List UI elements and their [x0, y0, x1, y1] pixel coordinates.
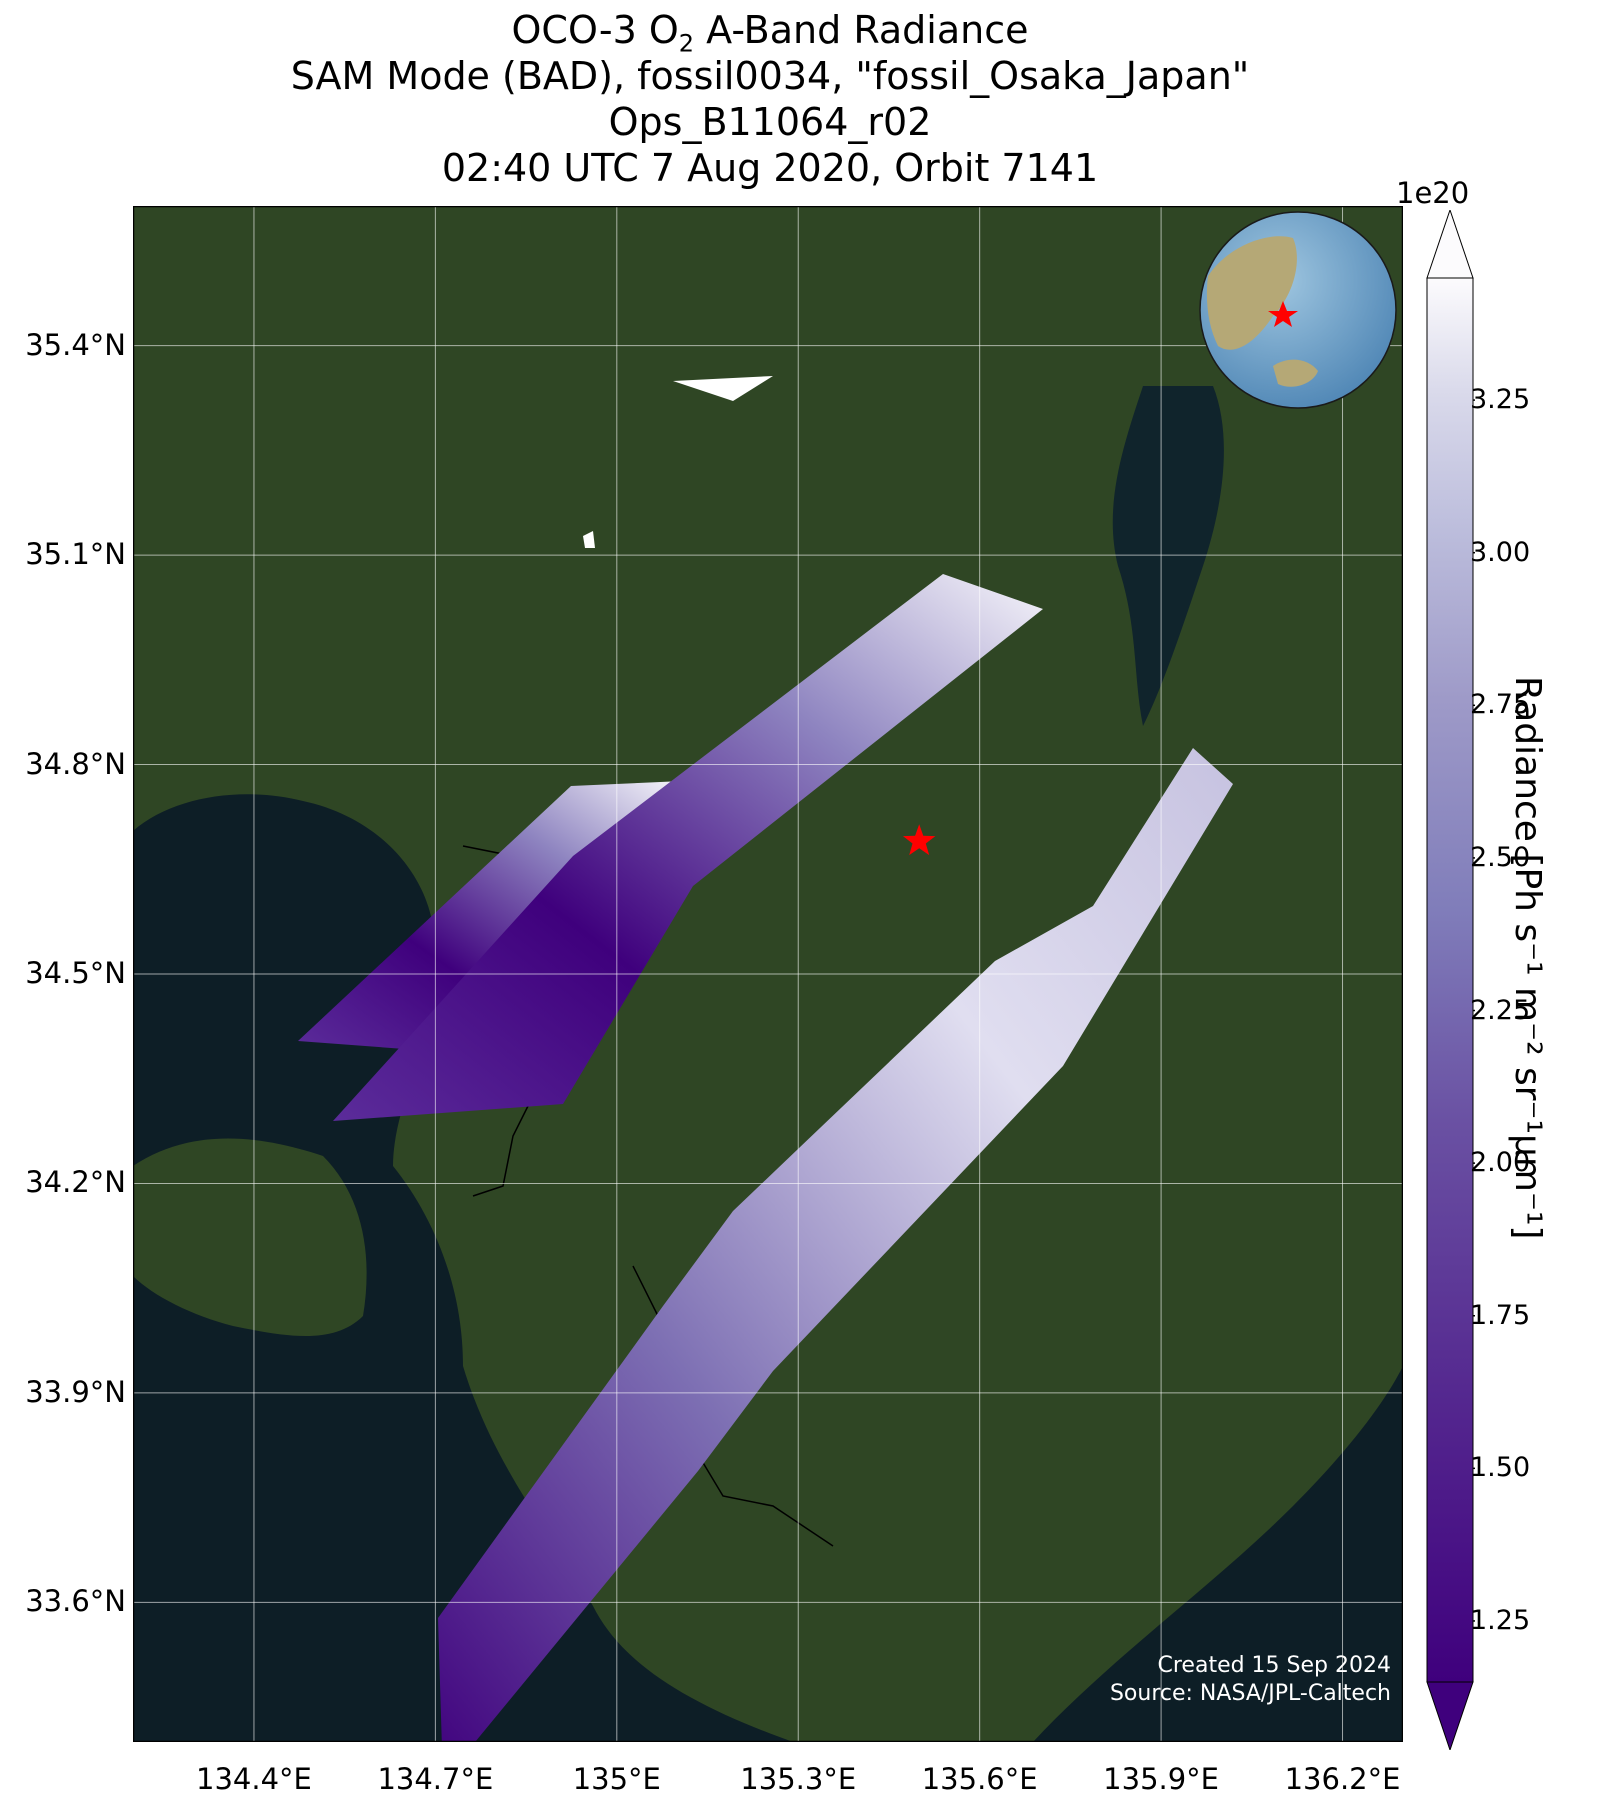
lon-tick-label: 135.9°E: [1103, 1762, 1220, 1796]
swath-strip-3: [438, 748, 1233, 1742]
map-gridlines: [133, 206, 1403, 1742]
title-line-4: 02:40 UTC 7 Aug 2020, Orbit 7141: [441, 146, 1099, 190]
lon-tick-label: 134.7°E: [377, 1762, 494, 1796]
colorbar-tick-label: 2.00: [1470, 1147, 1531, 1179]
colorbar-label: Radiance [Ph s⁻¹ m⁻² sr⁻¹μm⁻¹]: [1507, 676, 1548, 1240]
colorbar-tick-label: 1.25: [1470, 1604, 1531, 1636]
globe-inset: [1199, 211, 1397, 409]
swath-fragment-small: [583, 531, 595, 548]
lon-tick-label: 134.4°E: [196, 1762, 312, 1796]
lake-biwa-water: [1112, 386, 1224, 726]
shikoku-land: [133, 1138, 367, 1336]
target-star-icon: [903, 824, 936, 856]
colorbar-tick-label: 2.25: [1470, 994, 1531, 1026]
ocean-southeast-water: [1033, 1366, 1403, 1742]
colorbar-tick-label: 3.00: [1470, 536, 1531, 568]
created-date: Created 15 Sep 2024: [1157, 1653, 1392, 1678]
lat-tick-label: 35.1°N: [25, 537, 126, 572]
lat-tick-label: 34.5°N: [25, 956, 126, 990]
lon-tick-label: 135°E: [572, 1762, 661, 1796]
colorbar-tick-label: 2.75: [1470, 689, 1531, 721]
lat-tick-label: 33.6°N: [25, 1584, 126, 1619]
lon-tick-label: 135.6°E: [921, 1762, 1038, 1796]
title-line-3: Ops_B11064_r02: [608, 100, 932, 144]
target-marker-layer: [903, 824, 936, 856]
map-border: [133, 206, 1403, 1742]
globe-target-star-icon: [1268, 301, 1298, 327]
globe-asia-landmass: [1206, 236, 1297, 350]
colorbar-gradient: [1426, 277, 1474, 1683]
colorbar-exponent: 1e20: [1396, 176, 1470, 210]
title-line-2: SAM Mode (BAD), fossil0034, "fossil_Osak…: [290, 54, 1250, 98]
lat-tick-label: 33.9°N: [25, 1374, 126, 1409]
source-credit: Source: NASA/JPL-Caltech: [1109, 1681, 1391, 1706]
lon-tick-label: 135.3°E: [740, 1762, 857, 1796]
swath-strip-2: [333, 574, 1043, 1121]
lat-tick-label: 34.8°N: [25, 746, 126, 781]
colorbar-tick-label: 1.75: [1470, 1299, 1531, 1331]
colorbar-extend-max: [1426, 210, 1474, 279]
osaka-bay-water: [133, 794, 793, 1742]
title-line-1: OCO-3 O2 A-Band Radiance: [511, 8, 1029, 58]
globe-australia-landmass: [1273, 359, 1318, 387]
swath-fragment-north: [673, 376, 773, 401]
lat-tick-label: 34.2°N: [25, 1165, 126, 1200]
colorbar: [1426, 210, 1475, 1750]
map-panel: [133, 206, 1403, 1742]
radiance-swaths: [298, 376, 1233, 1742]
colorbar-tick-label: 2.50: [1470, 841, 1531, 873]
credits: Created 15 Sep 2024 Source: NASA/JPL-Cal…: [1110, 1652, 1391, 1708]
colorbar-extend-min: [1426, 1681, 1474, 1750]
colorbar-tick-label: 3.25: [1470, 384, 1531, 416]
colorbar-ticks: [1473, 399, 1475, 1622]
lat-tick-label: 35.4°N: [25, 327, 126, 362]
colorbar-tick-label: 1.50: [1470, 1452, 1531, 1484]
lon-tick-label: 136.2°E: [1284, 1762, 1401, 1796]
